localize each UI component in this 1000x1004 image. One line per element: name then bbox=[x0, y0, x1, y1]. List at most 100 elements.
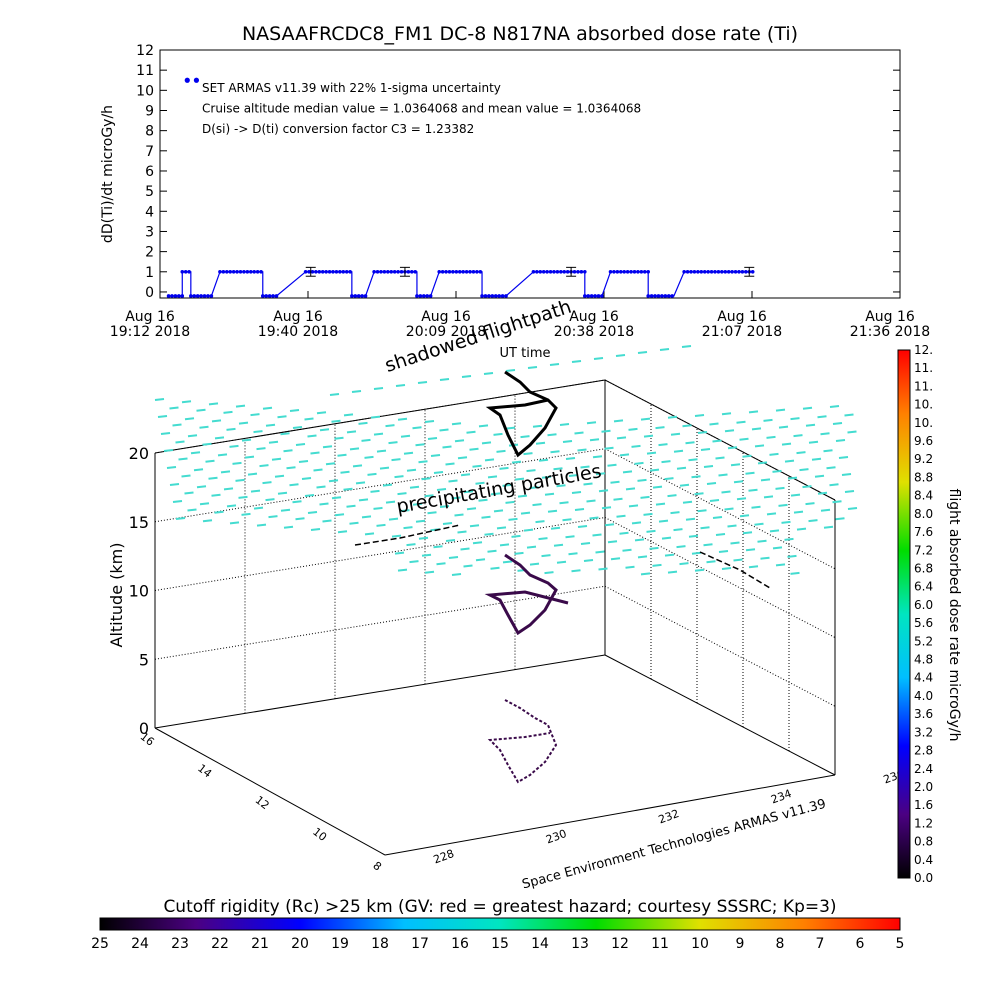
particle-dash bbox=[748, 565, 759, 569]
particle-dash bbox=[445, 539, 456, 542]
colorbar-tick-label: 4.0 bbox=[914, 689, 933, 703]
particle-dash bbox=[466, 430, 476, 434]
particle-dash bbox=[412, 502, 423, 506]
particle-dash bbox=[628, 504, 639, 508]
particle-dash bbox=[268, 440, 279, 444]
particle-dash bbox=[568, 552, 578, 556]
bottom-colorbar-tick-label: 8 bbox=[776, 936, 785, 952]
dose-rate-line bbox=[168, 271, 755, 297]
particle-dash bbox=[397, 492, 407, 496]
particle-dash bbox=[277, 491, 288, 495]
particle-dash bbox=[811, 457, 822, 461]
dose-rate-point bbox=[324, 269, 328, 274]
dose-rate-point bbox=[454, 269, 459, 274]
particle-dash bbox=[169, 406, 179, 410]
dose-rate-point bbox=[451, 269, 455, 274]
particle-dash bbox=[217, 453, 228, 457]
particle-dash bbox=[649, 468, 660, 472]
particle-dash bbox=[292, 500, 302, 504]
particle-dash bbox=[424, 420, 435, 423]
bottom-colorbar-tick-label: 11 bbox=[651, 936, 669, 952]
particle-dash bbox=[640, 417, 651, 421]
x-axis-label: UT time bbox=[500, 346, 551, 361]
dose-rate-point bbox=[235, 269, 239, 274]
z-tick-label: 15 bbox=[129, 513, 149, 532]
dose-rate-point bbox=[225, 269, 229, 274]
particle-dash bbox=[417, 381, 428, 384]
particle-dash bbox=[598, 489, 609, 493]
box-edge bbox=[154, 727, 386, 856]
x-tick-label-line1: Aug 16 bbox=[865, 309, 915, 325]
particle-dash bbox=[421, 553, 432, 557]
particle-dash bbox=[232, 461, 242, 465]
particle-dash bbox=[838, 456, 849, 459]
dose-rate-point bbox=[421, 294, 426, 298]
dose-rate-point bbox=[723, 269, 728, 274]
particle-dash bbox=[289, 409, 300, 412]
particle-dash bbox=[490, 566, 500, 570]
dose-rate-point bbox=[615, 269, 620, 274]
particle-dash bbox=[706, 482, 717, 485]
particle-dash bbox=[784, 459, 795, 463]
bottom-colorbar-tick-label: 25 bbox=[91, 936, 109, 952]
particle-dash bbox=[625, 565, 635, 569]
particle-dash bbox=[721, 412, 732, 416]
particle-dash bbox=[637, 351, 648, 354]
particle-dash bbox=[607, 540, 618, 544]
particle-dash bbox=[238, 495, 248, 499]
particle-dash bbox=[373, 387, 384, 390]
colorbar-tick-label: 0.0 bbox=[914, 871, 933, 885]
particle-dash bbox=[754, 522, 764, 526]
particle-dash bbox=[475, 558, 486, 562]
particle-dash bbox=[751, 427, 762, 431]
dose-rate-point bbox=[565, 269, 570, 274]
particle-dash bbox=[241, 512, 251, 516]
particle-dash bbox=[682, 500, 693, 504]
dose-rate-point bbox=[750, 269, 755, 274]
grid-line bbox=[604, 585, 836, 707]
particle-dash bbox=[457, 456, 468, 460]
y-tick-label: 0 bbox=[145, 285, 154, 301]
dose-rate-point bbox=[702, 269, 707, 274]
particle-dash bbox=[181, 400, 192, 404]
particle-dash bbox=[340, 470, 350, 474]
flightpath-lower bbox=[487, 699, 558, 784]
particle-dash bbox=[313, 468, 323, 472]
dose-rate-point bbox=[259, 269, 263, 274]
particle-dash bbox=[376, 449, 387, 453]
particle-dash bbox=[355, 481, 366, 485]
particle-dash bbox=[280, 432, 290, 436]
particle-dash bbox=[439, 378, 450, 381]
particle-dash bbox=[520, 435, 530, 439]
colorbar-tick-label: 12. bbox=[914, 343, 933, 357]
dose-rate-point bbox=[310, 269, 315, 274]
particle-dash bbox=[163, 449, 174, 452]
particle-dash bbox=[817, 415, 827, 419]
y-tick-label: 7 bbox=[145, 144, 154, 160]
cutoff-rigidity-colorbar: Cutoff rigidity (Rc) >25 km (GV: red = g… bbox=[91, 897, 904, 952]
particle-dash bbox=[703, 543, 713, 547]
y-tick-label: 3 bbox=[145, 224, 154, 240]
dose-rate-point bbox=[428, 294, 433, 298]
particle-dash bbox=[316, 411, 327, 415]
particle-dash bbox=[610, 557, 621, 561]
particle-dash bbox=[577, 448, 587, 452]
particle-dash bbox=[610, 480, 620, 484]
particle-dash bbox=[733, 558, 743, 562]
particle-dash bbox=[451, 496, 461, 500]
particle-dash bbox=[337, 453, 347, 457]
particle-dash bbox=[706, 560, 716, 564]
dose-rate-point bbox=[629, 269, 633, 274]
y-tick-label: 4 bbox=[145, 204, 154, 220]
particle-dash bbox=[262, 406, 273, 410]
particle-dash bbox=[196, 408, 206, 412]
particle-dash bbox=[673, 528, 683, 532]
colorbar-tick-label: 6.8 bbox=[914, 561, 933, 575]
particle-dash bbox=[499, 543, 510, 547]
particle-dash bbox=[352, 464, 363, 468]
particle-dash bbox=[748, 410, 759, 414]
particle-dash bbox=[178, 457, 188, 461]
particle-dash bbox=[592, 455, 603, 459]
particle-dash bbox=[739, 437, 749, 441]
particle-dash bbox=[223, 410, 233, 414]
